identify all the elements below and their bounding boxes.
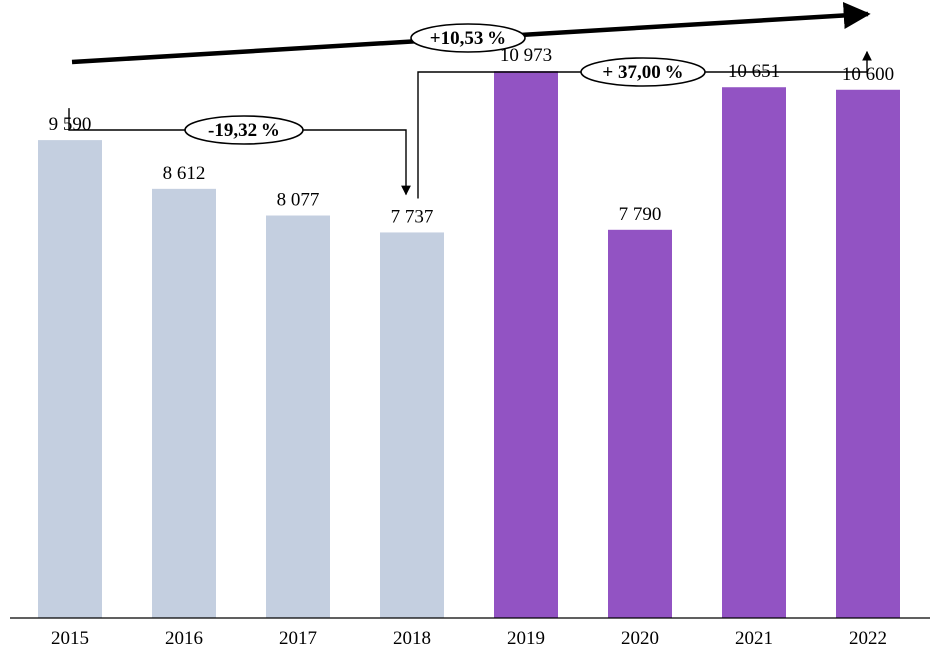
annotation-label-2: + 37,00 % — [602, 62, 683, 83]
bar-2017 — [266, 215, 330, 619]
x-tick-label-2019: 2019 — [507, 628, 545, 649]
bar-2016 — [152, 188, 216, 618]
value-label-2022: 10 600 — [842, 64, 894, 85]
x-tick-label-2017: 2017 — [279, 628, 317, 649]
x-tick-label-2020: 2020 — [621, 628, 659, 649]
value-label-2020: 7 790 — [619, 204, 662, 225]
bar-2021 — [722, 87, 786, 619]
value-label-2015: 9 590 — [49, 114, 92, 135]
bar-2020 — [608, 229, 672, 618]
annotation-label-1: -19,32 % — [208, 120, 280, 141]
value-label-2017: 8 077 — [277, 189, 320, 210]
x-tick-label-2018: 2018 — [393, 628, 431, 649]
bar-2019 — [494, 71, 558, 618]
bar-2022 — [836, 89, 900, 619]
annotation-badge-0 — [410, 23, 526, 53]
x-tick-label-2021: 2021 — [735, 628, 773, 649]
bar-2018 — [380, 232, 444, 618]
bar-2015 — [38, 140, 102, 618]
annotation-badge-1 — [184, 115, 304, 145]
value-label-2016: 8 612 — [163, 163, 206, 184]
x-tick-label-2015: 2015 — [51, 628, 89, 649]
value-label-2019: 10 973 — [500, 45, 552, 66]
annotation-badge-2 — [580, 57, 706, 87]
x-tick-label-2022: 2022 — [849, 628, 887, 649]
x-tick-label-2016: 2016 — [165, 628, 203, 649]
value-label-2018: 7 737 — [391, 206, 434, 227]
annotation-label-0: +10,53 % — [430, 28, 506, 49]
